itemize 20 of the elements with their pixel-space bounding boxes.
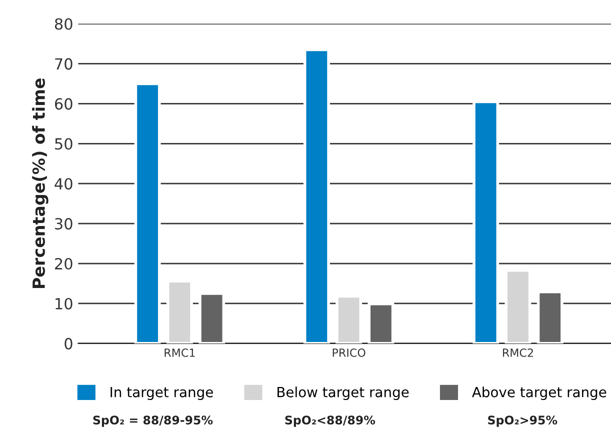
x-tick-label: RMC1 <box>164 348 195 357</box>
y-axis-title: Percentage(%) of time <box>32 78 48 288</box>
y-tick-label: 60 <box>54 98 72 110</box>
text: SpO₂>95% <box>488 416 558 427</box>
legend-label: Above target range <box>472 386 606 400</box>
legend-label: In target range <box>110 387 213 400</box>
bar <box>368 302 394 344</box>
y-tick-label: 10 <box>56 298 72 310</box>
y-tick-label: 0 <box>64 338 72 350</box>
x-tick-label: RMC2 <box>502 348 533 357</box>
y-tick-label: 70 <box>55 58 72 70</box>
y-tick-label: 80 <box>54 18 72 30</box>
text: SpO₂ = 88/89-95% <box>93 416 213 427</box>
y-tick-label: 20 <box>55 258 72 270</box>
legend-label: Below target range <box>278 386 409 400</box>
text: SpO₂<88/89% <box>285 416 376 427</box>
y-tick-label: 40 <box>54 178 72 190</box>
y-tick-label: 30 <box>55 218 72 230</box>
x-tick-label: PRICO <box>332 348 366 357</box>
y-tick-label: 50 <box>55 138 72 150</box>
